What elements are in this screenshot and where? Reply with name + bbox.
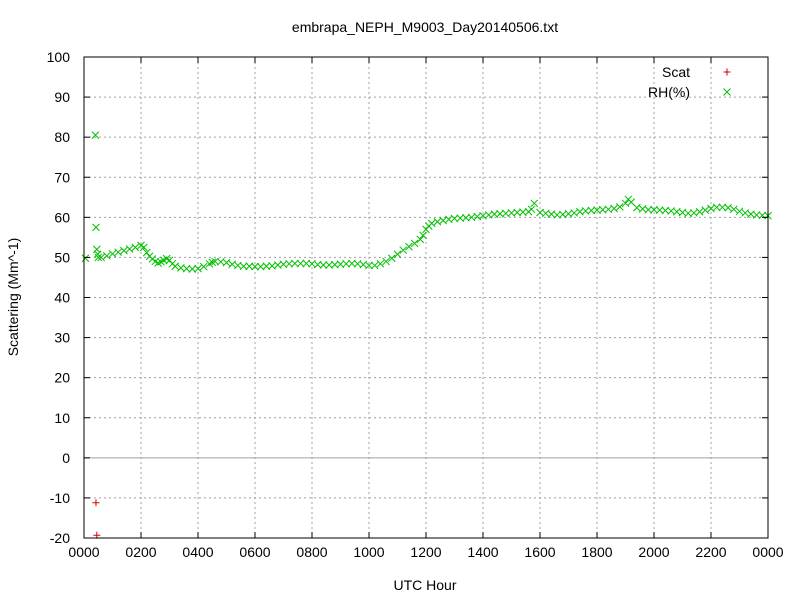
y-tick-label: -20 <box>50 530 70 546</box>
x-axis-title: UTC Hour <box>393 577 456 593</box>
legend-label-scat: Scat <box>662 64 690 80</box>
rh-point <box>419 231 428 240</box>
y-tick-label: 30 <box>54 330 70 346</box>
rh-point <box>615 203 624 211</box>
rh-point <box>427 219 436 228</box>
rh-point <box>416 235 425 244</box>
y-tick-label: 0 <box>62 450 70 466</box>
rh-point <box>399 246 408 255</box>
rh-point <box>530 199 539 208</box>
y-tick-label: 70 <box>54 169 70 185</box>
rh-point <box>724 203 732 212</box>
rh-point <box>729 205 738 214</box>
rh-point <box>251 262 259 271</box>
rh-point <box>165 256 174 265</box>
y-tick-label: 10 <box>54 410 70 426</box>
rh-point <box>131 243 140 252</box>
x-tick-label: 0200 <box>125 544 156 560</box>
rh-point <box>139 243 148 252</box>
rh-point <box>91 131 100 140</box>
x-tick-label: 0400 <box>182 544 213 560</box>
rh-point <box>199 262 208 271</box>
y-tick-label: 40 <box>54 290 70 306</box>
rh-point <box>712 203 721 212</box>
scat-point <box>92 499 100 507</box>
rh-point <box>291 259 299 268</box>
rh-point <box>102 251 111 260</box>
rh-point <box>94 253 103 262</box>
y-tick-label: 80 <box>54 129 70 145</box>
rh-point <box>527 205 536 214</box>
data-points <box>81 131 772 539</box>
x-tick-label: 1400 <box>467 544 498 560</box>
rh-point <box>114 248 123 257</box>
x-tick-label: 0600 <box>239 544 270 560</box>
legend-marker-rh <box>723 88 731 96</box>
y-tick-label: 90 <box>54 89 70 105</box>
legend-marker-scat-glyph <box>723 68 731 76</box>
y-tick-label: 20 <box>54 370 70 386</box>
rh-point <box>81 254 90 263</box>
rh-point <box>92 223 100 232</box>
rh-point <box>120 246 128 255</box>
rh-point <box>644 205 653 214</box>
rh-point <box>382 257 390 266</box>
x-tick-labels: 0000 0200 0400 0600 0800 1000 1200 1400 1600 1800… <box>68 544 783 560</box>
rh-point <box>97 253 105 262</box>
rh-point <box>296 259 305 268</box>
x-tick-label: 1600 <box>524 544 555 560</box>
rh-point <box>194 264 202 273</box>
rh-point <box>222 258 231 267</box>
x-tick-label: 2000 <box>638 544 669 560</box>
legend-marker-scat <box>723 68 731 76</box>
y-tick-labels: -20 -10 0 10 20 30 40 50 60 70 80 90 100 <box>47 49 71 546</box>
rh-point <box>410 239 419 248</box>
rh-point <box>387 254 396 263</box>
y-tick-label: 100 <box>47 49 71 65</box>
rh-point <box>319 261 328 269</box>
rh-point <box>108 249 117 258</box>
x-tick-label: 2200 <box>695 544 726 560</box>
x-tick-label: 0800 <box>296 544 327 560</box>
rh-point <box>92 245 101 254</box>
rh-point <box>125 245 134 253</box>
rh-point <box>142 248 151 257</box>
rh-point <box>376 259 385 268</box>
rh-point <box>405 242 413 251</box>
legend-marker-rh-glyph <box>723 88 731 96</box>
x-tick-label: 0000 <box>752 544 783 560</box>
legend-label-rh: RH(%) <box>648 84 690 100</box>
rh-point <box>171 262 180 271</box>
x-tick-label: 1200 <box>410 544 441 560</box>
x-tick-label: 0000 <box>68 544 99 560</box>
y-tick-label: 60 <box>54 209 70 225</box>
rh-point <box>610 204 618 213</box>
rh-point <box>370 261 379 270</box>
axis-ticks <box>83 56 769 539</box>
rh-point <box>701 206 710 214</box>
y-tick-label: 50 <box>54 249 70 265</box>
y-tick-label: -10 <box>50 490 70 506</box>
x-tick-label: 1800 <box>581 544 612 560</box>
y-axis-title: Scattering (Mm^-1) <box>5 238 21 357</box>
rh-point <box>365 261 373 270</box>
legend: Scat RH(%) <box>648 64 731 100</box>
rh-point <box>239 262 248 271</box>
chart-title: embrapa_NEPH_M9003_Day20140506.txt <box>292 19 558 35</box>
rh-point <box>735 207 744 216</box>
rh-point <box>695 207 704 216</box>
rh-point <box>208 258 217 267</box>
rh-point <box>393 250 402 259</box>
series-rh <box>81 131 772 273</box>
x-tick-label: 1000 <box>353 544 384 560</box>
